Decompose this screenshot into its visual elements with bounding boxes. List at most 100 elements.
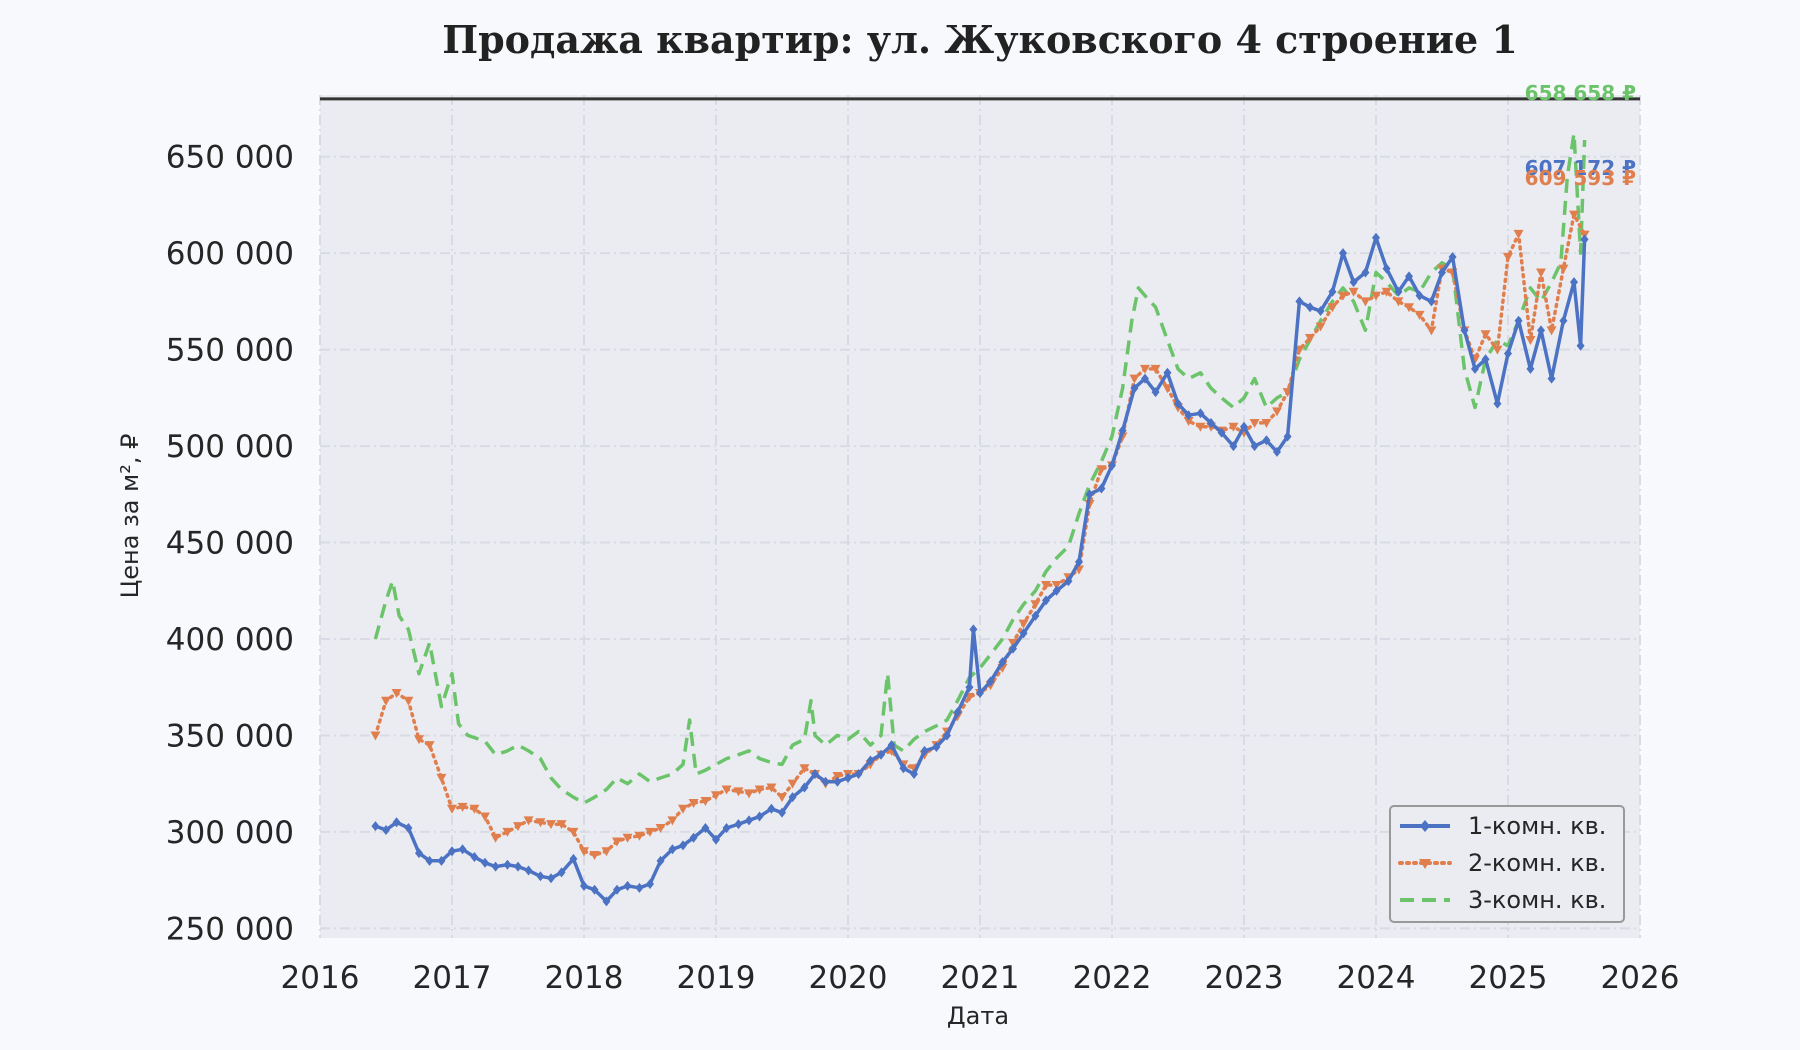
- data-point: [622, 833, 633, 843]
- data-point: [1283, 431, 1292, 442]
- data-point: [800, 782, 809, 793]
- data-point: [1250, 441, 1259, 452]
- data-point: [1349, 277, 1358, 288]
- data-point: [568, 827, 579, 837]
- data-point: [404, 823, 413, 834]
- data-point: [557, 867, 566, 878]
- data-point: [403, 696, 414, 706]
- data-point: [1051, 580, 1062, 590]
- data-point: [1009, 643, 1017, 654]
- data-point: [910, 769, 918, 780]
- data-point: [744, 789, 754, 799]
- data-point: [1196, 408, 1205, 419]
- data-point: [447, 804, 457, 814]
- data-point: [1295, 296, 1304, 307]
- data-point: [1348, 287, 1359, 297]
- data-point: [722, 823, 731, 834]
- data-point: [711, 791, 721, 801]
- data-point: [535, 818, 546, 828]
- data-point: [623, 880, 632, 891]
- x-tick-label: 2016: [281, 960, 360, 996]
- data-point: [1372, 232, 1380, 243]
- data-point: [1306, 302, 1314, 313]
- data-point: [1150, 364, 1161, 374]
- data-point: [899, 763, 908, 774]
- data-point: [1217, 427, 1226, 438]
- data-point: [689, 832, 698, 843]
- legend-box: [1389, 805, 1625, 923]
- data-point: [1480, 330, 1491, 340]
- data-point: [1471, 363, 1479, 374]
- y-axis-ticks: 250 000 300 000 350 000 400 000 450 000 500 0…: [166, 140, 294, 948]
- data-point: [1030, 600, 1041, 610]
- x-tick-label: 2026: [1601, 960, 1680, 996]
- data-point: [1382, 263, 1391, 274]
- data-point: [1513, 229, 1524, 239]
- data-point: [656, 855, 665, 866]
- end-label-3room: 658 658 ₽: [1525, 81, 1636, 105]
- legend-label-2room: 2-комн. кв.: [1468, 849, 1606, 877]
- data-point: [1163, 367, 1172, 378]
- data-point: [1547, 373, 1556, 384]
- data-point: [1339, 248, 1347, 259]
- data-point: [601, 847, 612, 857]
- data-point: [1240, 421, 1248, 432]
- data-point: [1195, 422, 1206, 432]
- data-point: [712, 834, 720, 845]
- data-point: [1019, 628, 1028, 639]
- data-point: [1438, 267, 1446, 278]
- data-point: [679, 840, 687, 851]
- data-point: [1328, 286, 1337, 297]
- data-point: [1526, 363, 1535, 374]
- series-1room: [371, 232, 1589, 907]
- data-point: [370, 731, 381, 741]
- data-point: [1305, 334, 1315, 344]
- legend-marker-2room: [1419, 859, 1431, 869]
- data-point: [1262, 435, 1271, 446]
- data-point: [1404, 303, 1414, 313]
- y-tick-label: 600 000: [166, 236, 294, 272]
- data-point: [734, 819, 743, 830]
- data-point: [569, 853, 578, 864]
- data-point: [844, 772, 852, 783]
- data-point: [953, 707, 962, 718]
- data-point: [415, 848, 423, 859]
- data-point: [1360, 297, 1371, 307]
- data-point: [1031, 610, 1040, 621]
- data-point: [1503, 253, 1513, 263]
- data-point: [480, 812, 490, 822]
- data-point: [1394, 286, 1403, 297]
- data-point: [788, 792, 797, 803]
- data-point: [832, 771, 843, 781]
- data-point: [700, 797, 711, 807]
- data-point: [1183, 417, 1194, 427]
- y-axis-label: Цена за м², ₽: [116, 434, 144, 599]
- data-point: [799, 764, 810, 774]
- end-labels: 607 172 ₽609 593 ₽ 658 658 ₽: [1525, 81, 1636, 190]
- data-point: [613, 884, 621, 895]
- x-tick-label: 2019: [677, 960, 756, 996]
- legend: 1-комн. кв. 2-комн. кв. 3-комн. кв.: [1389, 805, 1625, 923]
- data-point: [811, 769, 819, 780]
- y-tick-label: 400 000: [166, 622, 294, 658]
- data-point: [1580, 234, 1589, 245]
- x-tick-label: 2021: [941, 960, 1020, 996]
- data-point: [976, 688, 984, 699]
- series-layer: [370, 131, 1590, 907]
- data-point: [1140, 364, 1150, 374]
- data-point: [1514, 315, 1523, 326]
- end-label-1room: 607 172 ₽: [1525, 156, 1636, 180]
- data-point: [469, 804, 480, 814]
- data-point: [382, 824, 390, 835]
- data-point: [1558, 264, 1569, 274]
- data-point: [854, 769, 863, 780]
- data-point: [502, 827, 513, 837]
- data-point: [1493, 398, 1502, 409]
- data-point: [1207, 417, 1215, 428]
- data-point: [1393, 297, 1404, 307]
- data-point: [1096, 465, 1107, 475]
- data-point: [1460, 325, 1469, 336]
- x-tick-label: 2018: [545, 960, 624, 996]
- x-tick-label: 2024: [1337, 960, 1416, 996]
